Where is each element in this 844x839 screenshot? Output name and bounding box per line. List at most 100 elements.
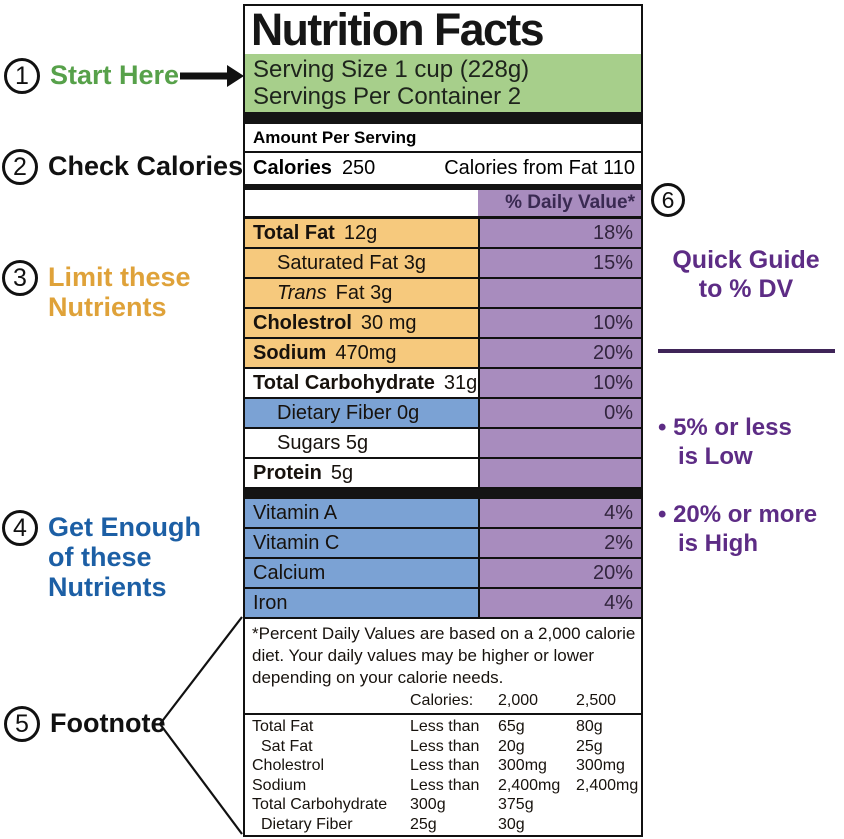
- separator-bar: [245, 184, 641, 190]
- footnote-table-row: Total Carbohydrate 300g 375g: [245, 795, 641, 815]
- nutrient-row: Sodium 470mg 20%: [245, 339, 641, 369]
- calories-row: Calories 250 Calories from Fat 110: [245, 153, 641, 184]
- vitamin-row: Vitamin A 4%: [245, 499, 641, 529]
- calories-value: 250: [341, 157, 376, 179]
- nutrient-row: Total Carbohydrate 31g 10%: [245, 369, 641, 399]
- nutrient-row: Saturated Fat 3g 15%: [245, 249, 641, 279]
- footnote-cell: Dietary Fiber: [261, 815, 353, 833]
- nutrient-row: Cholestrol 30 mg 10%: [245, 309, 641, 339]
- daily-value-header-spacer: [245, 190, 478, 216]
- arrow-icon: [180, 65, 244, 87]
- dv-low-line1: • 5% or less: [658, 414, 792, 441]
- vitamin-rows: Vitamin A 4% Vitamin C 2% Calcium 20% Iron 4%: [245, 499, 641, 619]
- numbered-circle-2: 2: [2, 149, 38, 185]
- footnote-table-row: Cholestrol Less than 300mg 300mg: [245, 756, 641, 776]
- footnote-cell: Sat Fat: [261, 737, 313, 755]
- daily-value-cell: 4%: [478, 589, 641, 617]
- daily-value-cell: 20%: [478, 559, 641, 587]
- vitamin-name: Vitamin C: [253, 531, 340, 554]
- daily-value-cell: 18%: [478, 219, 641, 247]
- nutrient-name: Dietary Fiber 0g: [277, 401, 420, 424]
- separator-bar: [245, 489, 641, 499]
- nutrient-name: Saturated Fat 3g: [277, 251, 426, 274]
- nutrient-amount: 470mg: [335, 341, 397, 364]
- annotation-label: Check Calories: [48, 149, 243, 181]
- annotation-label: Footnote: [50, 706, 165, 738]
- daily-value-cell: 4%: [478, 499, 641, 527]
- daily-value-cell: 0%: [478, 399, 641, 427]
- footnote-text-line: *Percent Daily Values are based on a 2,0…: [252, 624, 636, 643]
- numbered-circle-3: 3: [2, 260, 38, 296]
- nutrient-name: Trans: [277, 281, 327, 304]
- annotation-label: Get Enough of these Nutrients: [48, 510, 201, 602]
- footnote-cell: Less than: [410, 718, 480, 735]
- vitamin-row: Iron 4%: [245, 589, 641, 619]
- footnote-cell: Less than: [410, 737, 480, 755]
- dv-high-line1: • 20% or more: [658, 501, 818, 528]
- nutrient-name: Protein: [253, 461, 322, 484]
- annotation-label-line: Nutrients: [48, 572, 167, 602]
- nutrient-amount: Fat 3g: [335, 281, 393, 304]
- footnote-text: *Percent Daily Values are based on a 2,0…: [245, 623, 641, 689]
- nutrient-row: Trans Fat 3g: [245, 279, 641, 309]
- daily-value-cell: 10%: [478, 369, 641, 397]
- daily-value-header-row: % Daily Value*: [245, 190, 641, 219]
- divider-line: [658, 349, 835, 353]
- nutrient-name: Sugars 5g: [277, 431, 369, 454]
- footnote-cell: [576, 795, 641, 815]
- annotation-label: Start Here: [50, 58, 179, 90]
- nutrient-row: Protein 5g: [245, 459, 641, 489]
- annotation-label-line: of these: [48, 542, 152, 572]
- annotation-label-line: Limit these: [48, 262, 191, 292]
- numbered-circle-6: 6: [651, 183, 685, 217]
- vitamin-name: Calcium: [253, 561, 326, 584]
- daily-value-cell: [478, 279, 641, 307]
- annotation-6: 6: [651, 183, 685, 217]
- footnote-cell: Less than: [410, 757, 480, 774]
- footnote-cell: Sodium: [252, 776, 307, 794]
- amount-per-serving-label: Amount Per Serving: [245, 124, 641, 153]
- serving-size-band: Serving Size 1 cup (228g) Servings Per C…: [245, 54, 641, 112]
- vitamin-name: Vitamin A: [253, 501, 338, 524]
- footnote-cell: Total Carbohydrate: [252, 796, 388, 813]
- numbered-circle-1: 1: [4, 58, 40, 94]
- servings-per-container-line: Servings Per Container 2: [253, 83, 522, 110]
- footnote-cell: 65g: [498, 718, 525, 735]
- quick-guide-line1: Quick Guide: [672, 246, 820, 274]
- daily-value-cell: [478, 429, 641, 457]
- nutrient-name: Cholestrol: [253, 311, 352, 334]
- vitamin-name: Iron: [253, 591, 288, 614]
- footnote-header-cell: Calories:: [410, 691, 474, 709]
- nutrient-amount: 12g: [343, 221, 378, 244]
- nutrient-amount: 31g: [443, 371, 478, 394]
- serving-size-line: Serving Size 1 cup (228g): [253, 56, 530, 83]
- footnote-table: Total Fat Less than 65g 80g Sat Fat Less than…: [245, 713, 641, 834]
- dv-low-bullet: • 5% or less is Low: [658, 413, 844, 471]
- daily-value-cell: 15%: [478, 249, 641, 277]
- footnote-table-row: Sodium Less than 2,400mg 2,400mg: [245, 776, 641, 796]
- quick-guide-line2: to % DV: [698, 275, 794, 303]
- nutrition-label: Nutrition Facts Serving Size 1 cup (228g…: [243, 4, 643, 837]
- daily-value-cell: [478, 459, 641, 487]
- vitamin-row: Vitamin C 2%: [245, 529, 641, 559]
- footnote-header-cell: 2,000: [498, 691, 539, 709]
- annotation-label-line: Nutrients: [48, 292, 167, 322]
- footnote-table-row: Sat Fat Less than 20g 25g: [245, 737, 641, 757]
- nutrient-name: Total Fat: [253, 221, 335, 244]
- annotation-5: 5 Footnote: [4, 706, 165, 742]
- daily-value-cell: 20%: [478, 339, 641, 367]
- footnote-cell: 300mg: [576, 757, 625, 774]
- daily-value-cell: 10%: [478, 309, 641, 337]
- nutrient-row: Total Fat 12g 18%: [245, 219, 641, 249]
- footnote-section: *Percent Daily Values are based on a 2,0…: [245, 619, 641, 835]
- nutrient-name: Sodium: [253, 341, 327, 364]
- footnote-text-line: depending on your calorie needs.: [252, 668, 504, 687]
- nutrient-row: Dietary Fiber 0g 0%: [245, 399, 641, 429]
- quick-guide-title: Quick Guide to % DV: [648, 246, 844, 304]
- daily-value-cell: 2%: [478, 529, 641, 557]
- footnote-cell: 2,400mg: [576, 776, 639, 794]
- footnote-table-row: Total Fat Less than 65g 80g: [245, 717, 641, 737]
- nutrient-row: Sugars 5g: [245, 429, 641, 459]
- annotation-label-line: Get Enough: [48, 512, 201, 542]
- separator-bar: [245, 112, 641, 124]
